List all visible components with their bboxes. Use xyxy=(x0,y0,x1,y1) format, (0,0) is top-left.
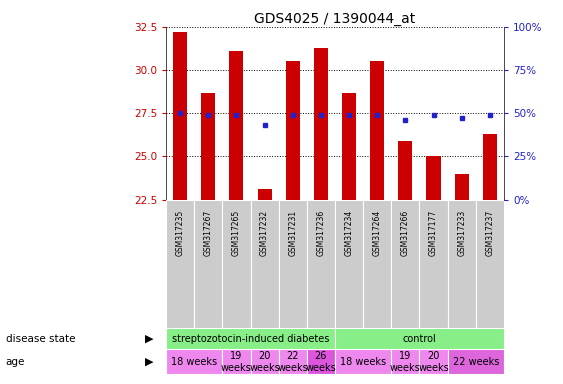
Text: GSM317264: GSM317264 xyxy=(373,210,382,256)
Bar xyxy=(194,200,222,328)
Bar xyxy=(448,200,476,328)
Text: 18 weeks: 18 weeks xyxy=(171,357,217,367)
Text: GSM317267: GSM317267 xyxy=(204,210,213,256)
Bar xyxy=(342,93,356,200)
Text: 18 weeks: 18 weeks xyxy=(340,357,386,367)
Text: GSM317231: GSM317231 xyxy=(288,210,297,256)
Bar xyxy=(173,32,187,200)
Bar xyxy=(279,200,307,328)
Title: GDS4025 / 1390044_at: GDS4025 / 1390044_at xyxy=(254,12,415,26)
Text: GSM317236: GSM317236 xyxy=(316,210,325,256)
Bar xyxy=(448,349,504,374)
Text: ▶: ▶ xyxy=(145,334,154,344)
Text: 22 weeks: 22 weeks xyxy=(453,357,499,367)
Bar xyxy=(307,200,335,328)
Bar xyxy=(335,200,363,328)
Bar xyxy=(335,328,504,349)
Bar xyxy=(314,48,328,200)
Text: GSM317233: GSM317233 xyxy=(457,210,466,256)
Text: 19
weeks: 19 weeks xyxy=(221,351,252,373)
Bar xyxy=(166,349,222,374)
Bar xyxy=(483,134,497,200)
Bar xyxy=(258,189,271,200)
Bar xyxy=(454,174,468,200)
Bar xyxy=(222,349,251,374)
Bar xyxy=(476,200,504,328)
Text: streptozotocin-induced diabetes: streptozotocin-induced diabetes xyxy=(172,334,329,344)
Bar xyxy=(307,349,335,374)
Text: control: control xyxy=(403,334,436,344)
Text: 22
weeks: 22 weeks xyxy=(278,351,308,373)
Bar xyxy=(363,200,391,328)
Text: GSM317237: GSM317237 xyxy=(485,210,494,256)
Bar xyxy=(419,349,448,374)
Bar xyxy=(335,349,391,374)
Text: ▶: ▶ xyxy=(145,357,154,367)
Text: disease state: disease state xyxy=(6,334,75,344)
Text: GSM317235: GSM317235 xyxy=(176,210,185,256)
Text: GSM317266: GSM317266 xyxy=(401,210,410,256)
Bar xyxy=(251,200,279,328)
Text: age: age xyxy=(6,357,25,367)
Bar xyxy=(285,61,300,200)
Text: GSM317265: GSM317265 xyxy=(232,210,241,256)
Bar xyxy=(251,349,279,374)
Bar xyxy=(399,141,412,200)
Bar xyxy=(370,61,384,200)
Text: 19
weeks: 19 weeks xyxy=(390,351,421,373)
Text: 20
weeks: 20 weeks xyxy=(249,351,280,373)
Text: GSM317234: GSM317234 xyxy=(345,210,354,256)
Text: 20
weeks: 20 weeks xyxy=(418,351,449,373)
Bar xyxy=(279,349,307,374)
Bar xyxy=(166,328,335,349)
Bar xyxy=(202,93,215,200)
Bar xyxy=(419,200,448,328)
Text: GSM317177: GSM317177 xyxy=(429,210,438,256)
Text: 26
weeks: 26 weeks xyxy=(306,351,336,373)
Bar xyxy=(391,200,419,328)
Bar xyxy=(427,157,440,200)
Bar xyxy=(222,200,251,328)
Text: GSM317232: GSM317232 xyxy=(260,210,269,256)
Bar xyxy=(229,51,243,200)
Bar xyxy=(166,200,194,328)
Bar xyxy=(391,349,419,374)
